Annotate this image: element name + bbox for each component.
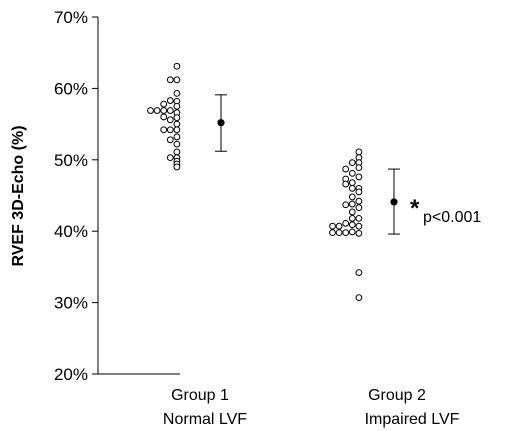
significance-star: *: [410, 195, 420, 222]
data-point: [355, 197, 363, 205]
data-point: [342, 165, 350, 173]
data-point: [173, 163, 181, 171]
mean-sd-markers: [215, 94, 400, 235]
data-point: [160, 100, 168, 108]
p-value-label: p<0.001: [423, 209, 481, 226]
data-point: [335, 229, 343, 237]
y-axis-label: RVEF 3D-Echo (%): [10, 125, 27, 266]
data-point: [348, 184, 356, 192]
data-point: [348, 208, 356, 216]
data-point: [355, 148, 363, 156]
data-point: [348, 193, 356, 201]
x-category-label: Group 1: [171, 387, 229, 404]
data-point: [160, 107, 168, 114]
data-point: [173, 76, 181, 84]
data-point: [335, 222, 343, 230]
data-point: [348, 221, 356, 229]
data-point: [342, 219, 350, 227]
data-point: [173, 114, 181, 122]
data-point: [355, 173, 363, 181]
data-point: [329, 222, 336, 230]
data-point: [173, 89, 181, 97]
data-point: [355, 164, 363, 172]
data-point: [166, 76, 174, 84]
y-tick-label: 20%: [54, 365, 88, 384]
data-point: [355, 229, 363, 237]
data-point: [342, 229, 350, 237]
x-axis: Group 1 Normal LVF Group 2 Impaired LVF: [98, 373, 460, 428]
data-point: [355, 188, 363, 196]
mean-point: [217, 119, 225, 127]
data-point: [173, 102, 181, 110]
data-point: [173, 148, 181, 156]
x-category-sublabel: Impaired LVF: [365, 411, 460, 428]
mean-point: [390, 198, 398, 206]
data-point: [355, 204, 363, 212]
data-point: [166, 107, 174, 114]
y-tick-label: 30%: [54, 294, 88, 313]
data-point: [166, 126, 174, 134]
data-point: [348, 169, 356, 177]
data-point: [329, 229, 336, 237]
data-point: [173, 133, 181, 141]
data-point: [348, 179, 356, 187]
data-point: [160, 126, 168, 134]
data-point: [160, 113, 168, 121]
data-point: [348, 228, 356, 236]
data-point: [348, 214, 356, 222]
y-tick-label: 40%: [54, 222, 88, 241]
data-point: [147, 107, 154, 114]
data-point: [355, 269, 363, 277]
data-point: [342, 201, 350, 209]
data-point: [342, 180, 350, 188]
data-point: [355, 222, 363, 230]
data-point: [166, 97, 174, 104]
y-tick-label: 50%: [54, 151, 88, 170]
data-point: [173, 62, 181, 70]
data-points: [147, 62, 363, 302]
data-point: [355, 294, 363, 302]
annotations: * p<0.001: [410, 195, 481, 226]
x-category-label: Group 2: [368, 387, 426, 404]
x-category-sublabel: Normal LVF: [163, 411, 247, 428]
y-axis: 20% 30% 40% 50% 60% 70%: [54, 8, 99, 384]
data-point: [153, 107, 161, 114]
data-point: [348, 159, 356, 167]
data-point: [166, 154, 174, 162]
data-point: [166, 136, 174, 144]
data-point: [173, 140, 181, 148]
data-point: [166, 116, 174, 124]
y-tick-label: 70%: [54, 8, 88, 27]
data-point: [173, 120, 181, 128]
data-point: [355, 214, 363, 222]
data-point: [173, 126, 181, 134]
data-point: [348, 200, 356, 208]
y-tick-label: 60%: [54, 79, 88, 98]
